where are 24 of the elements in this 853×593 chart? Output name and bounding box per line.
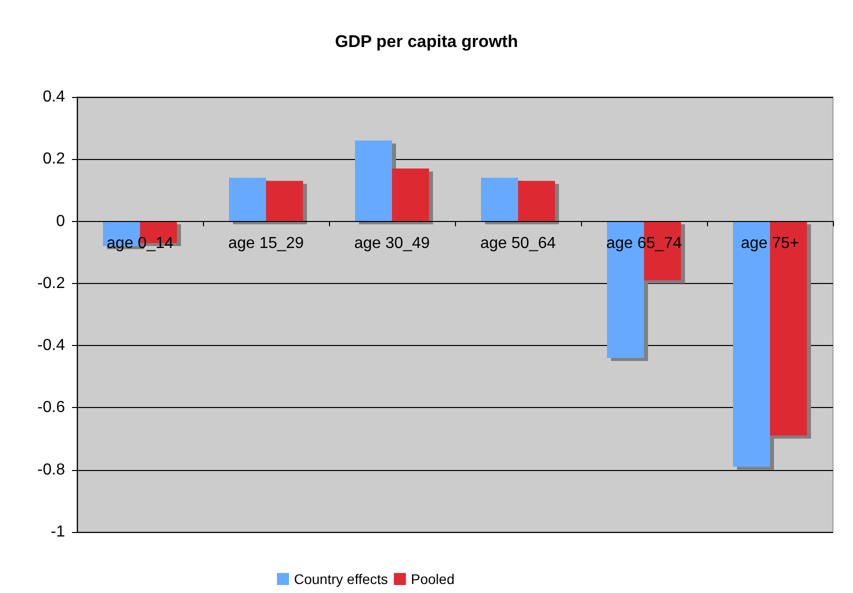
- bar: [518, 180, 555, 222]
- x-tick-label: age 0_14: [106, 234, 174, 252]
- y-tick-label: 0.2: [42, 150, 66, 168]
- y-tick-label: -0.8: [37, 461, 66, 478]
- y-tick-label: 0.4: [42, 88, 66, 106]
- bar: [481, 178, 518, 222]
- bar: [266, 180, 303, 222]
- legend-label: Pooled: [410, 571, 454, 587]
- y-tick-label: -0.6: [37, 399, 66, 416]
- y-tick-label: -0.2: [37, 274, 66, 292]
- y-tick-label: -1: [50, 524, 66, 540]
- y-tick-label: -0.4: [37, 337, 66, 354]
- x-tick-label: age 75+: [740, 234, 800, 252]
- chart-title: GDP per capita growth: [335, 32, 518, 51]
- bar: [733, 221, 770, 467]
- bar: [392, 168, 429, 222]
- bar: [770, 221, 807, 436]
- bar: [355, 140, 392, 222]
- bar: [229, 178, 266, 222]
- x-tick-label: age 30_49: [354, 234, 430, 252]
- x-tick-label: age 50_64: [480, 234, 556, 252]
- y-tick-label: 0: [56, 212, 66, 230]
- x-tick-label: age 15_29: [228, 234, 304, 252]
- legend-label: Country effects: [294, 571, 388, 587]
